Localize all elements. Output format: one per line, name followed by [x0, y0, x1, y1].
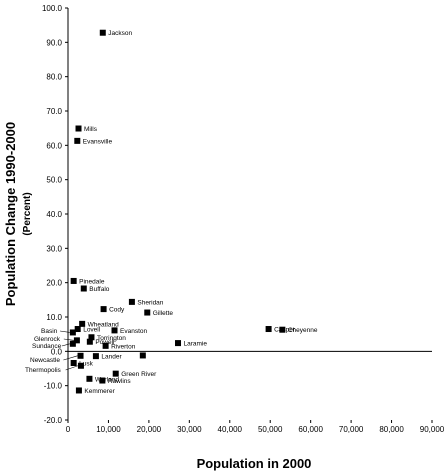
point-label: Cody — [109, 307, 125, 314]
data-point — [86, 338, 93, 345]
data-point — [100, 306, 107, 313]
x-axis-title: Population in 2000 — [197, 456, 312, 471]
point-label: Torrington — [97, 335, 126, 342]
data-point — [102, 342, 109, 349]
point-label: Casper — [274, 327, 296, 334]
y-tick-label: 10.0 — [46, 313, 62, 322]
point-label: Basin — [41, 328, 58, 335]
axes-layer — [67, 8, 432, 420]
point-label: Pinedale — [79, 278, 105, 285]
leader-line — [59, 330, 70, 333]
point-label: Lovell — [83, 327, 101, 334]
x-tick-label: 40,000 — [218, 425, 243, 434]
point-label: Wheatland — [88, 321, 119, 328]
y-axis-subtitle: (Percent) — [22, 192, 33, 235]
leader-line — [65, 365, 79, 371]
point-label: Sundance — [32, 343, 62, 350]
y-tick-label: 20.0 — [46, 279, 62, 288]
y-tick-label: 70.0 — [46, 107, 62, 116]
x-tick-label: 90,000 — [420, 425, 444, 434]
data-point — [74, 326, 81, 333]
leader-line — [61, 343, 70, 347]
y-tick-label: 40.0 — [46, 210, 62, 219]
point-label: Worland — [95, 376, 119, 383]
y-axis-title: Population Change 1990-2000 — [3, 122, 18, 306]
data-point — [112, 370, 119, 377]
y-tick-label: 100.0 — [42, 4, 63, 13]
data-point — [265, 326, 272, 333]
point-label: Thermopolis — [25, 367, 62, 374]
y-tick-label: 50.0 — [46, 176, 62, 185]
y-tick-label: 60.0 — [46, 141, 62, 150]
x-tick-label: 70,000 — [339, 425, 364, 434]
data-point-unlabeled — [139, 352, 146, 359]
point-label: Green River — [121, 371, 157, 378]
point-label: Newcastle — [30, 357, 60, 364]
ticks-layer: 0 10,000 20,000 30,000 40,000 50,000 60,000 70,… — [42, 4, 444, 434]
y-tick-label: -20.0 — [44, 416, 63, 425]
point-label: Jackson — [108, 30, 132, 37]
x-tick-label: 60,000 — [298, 425, 323, 434]
x-tick-label: 20,000 — [137, 425, 162, 434]
data-point — [74, 137, 81, 144]
leader-line — [63, 338, 74, 341]
x-tick-label: 80,000 — [379, 425, 404, 434]
data-point — [77, 362, 84, 369]
point-label: Sheridan — [137, 299, 163, 306]
point-label: Buffalo — [89, 286, 110, 293]
data-point — [144, 309, 151, 316]
y-tick-label: 30.0 — [46, 244, 62, 253]
data-point — [86, 375, 93, 382]
x-tick-label: 30,000 — [177, 425, 202, 434]
data-point — [279, 326, 286, 333]
data-point — [79, 320, 86, 327]
point-label: Evanston — [120, 328, 147, 335]
leader-line — [63, 355, 78, 361]
y-tick-label: 80.0 — [46, 73, 62, 82]
data-point — [69, 340, 76, 347]
data-point — [92, 353, 99, 360]
data-point — [70, 360, 77, 367]
data-point — [88, 334, 95, 341]
point-label: Cheyenne — [288, 327, 318, 334]
y-tick-label: 0.0 — [51, 347, 63, 356]
data-point — [111, 327, 118, 334]
leaders-layer — [59, 330, 79, 371]
data-point — [99, 29, 106, 36]
point-label: Glenrock — [34, 336, 61, 343]
points-layer — [69, 29, 286, 394]
data-point — [70, 277, 77, 284]
point-label: Kemmerer — [84, 388, 115, 395]
point-label: Rawlins — [108, 378, 132, 385]
y-tick-label: 90.0 — [46, 38, 62, 47]
point-label: Powell — [95, 339, 115, 346]
point-label: Lander — [101, 354, 122, 361]
data-point — [75, 125, 82, 132]
data-point — [75, 387, 82, 394]
point-label: Evansville — [83, 138, 113, 145]
data-point — [77, 352, 84, 359]
x-tick-label: 0 — [66, 425, 71, 434]
y-tick-label: -10.0 — [44, 382, 63, 391]
point-label: Riverton — [111, 343, 136, 350]
data-point — [80, 285, 87, 292]
x-tick-label: 10,000 — [96, 425, 121, 434]
x-tick-label: 50,000 — [258, 425, 283, 434]
point-label: Lusk — [79, 361, 93, 368]
point-label: Gillette — [153, 310, 174, 317]
data-point — [99, 377, 106, 384]
point-label: Mills — [84, 126, 98, 133]
data-point — [128, 298, 135, 305]
point-label: Laramie — [184, 341, 208, 348]
data-point — [73, 337, 80, 344]
data-point — [69, 329, 76, 336]
data-point — [175, 340, 182, 347]
